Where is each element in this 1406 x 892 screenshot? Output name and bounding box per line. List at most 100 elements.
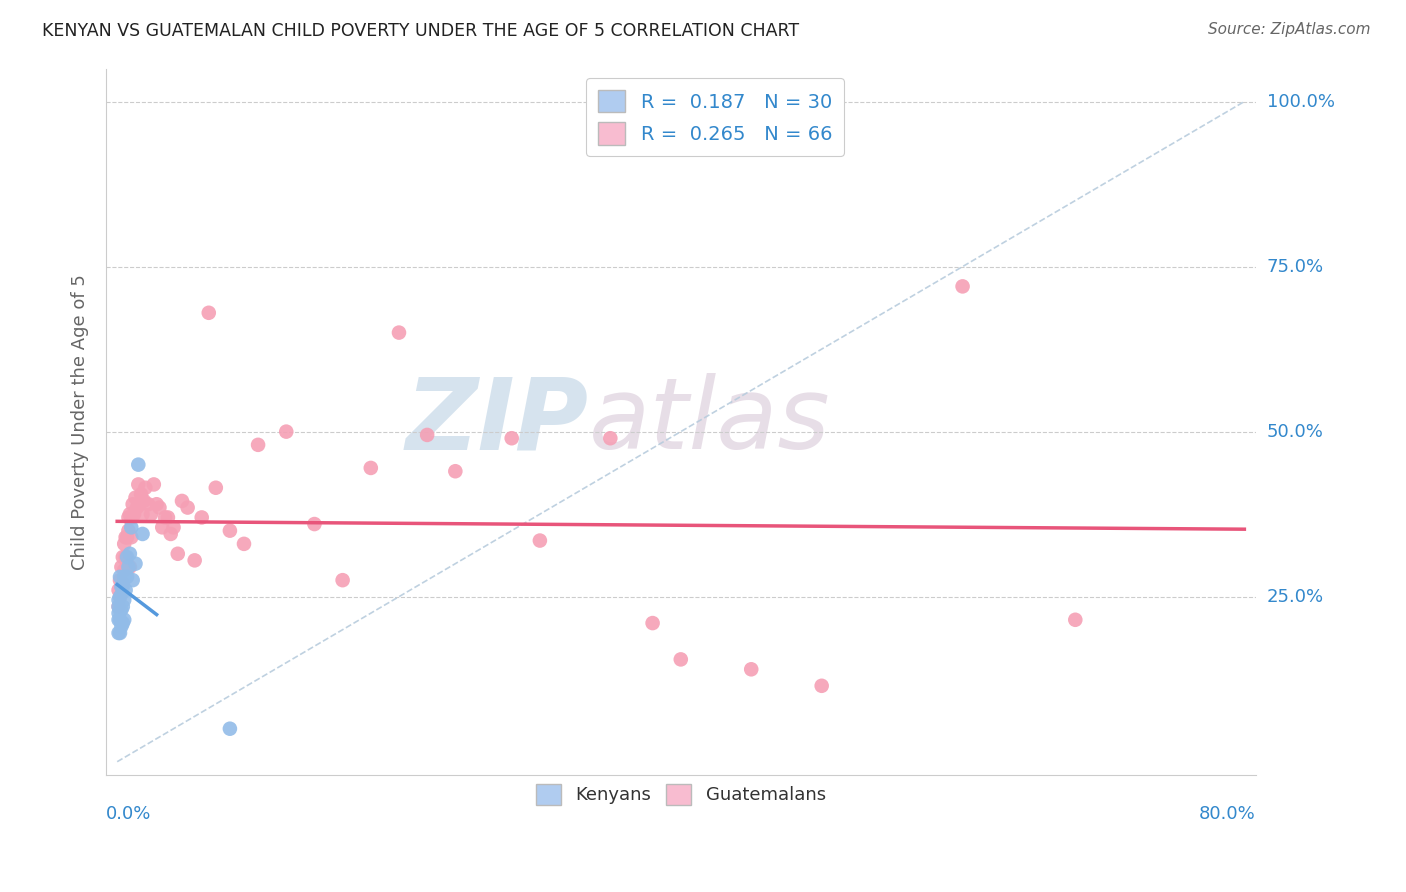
Point xyxy=(112,593,135,607)
Text: 75.0%: 75.0% xyxy=(1267,258,1324,276)
Point xyxy=(131,507,153,521)
Point xyxy=(107,626,129,640)
Point xyxy=(111,616,134,631)
Point xyxy=(360,461,382,475)
Point xyxy=(219,722,242,736)
Point xyxy=(276,425,298,439)
Point xyxy=(108,573,131,587)
Point xyxy=(118,560,141,574)
Point xyxy=(599,431,621,445)
Text: 100.0%: 100.0% xyxy=(1267,93,1334,111)
Point xyxy=(134,481,156,495)
Point xyxy=(114,550,136,565)
Point xyxy=(124,491,146,505)
Text: 80.0%: 80.0% xyxy=(1199,805,1256,823)
Point xyxy=(118,507,141,521)
Point xyxy=(107,599,129,614)
Point xyxy=(110,580,132,594)
Point xyxy=(120,510,142,524)
Point xyxy=(114,583,136,598)
Point xyxy=(233,537,256,551)
Point xyxy=(115,530,138,544)
Point xyxy=(142,477,165,491)
Point xyxy=(529,533,551,548)
Point xyxy=(117,560,139,574)
Text: Source: ZipAtlas.com: Source: ZipAtlas.com xyxy=(1208,22,1371,37)
Point xyxy=(136,497,159,511)
Point xyxy=(170,494,193,508)
Point xyxy=(111,576,134,591)
Point xyxy=(127,458,149,472)
Point xyxy=(150,520,173,534)
Point xyxy=(120,520,142,534)
Point xyxy=(107,613,129,627)
Point xyxy=(669,652,692,666)
Point xyxy=(128,497,150,511)
Point xyxy=(162,520,184,534)
Point xyxy=(197,306,219,320)
Point xyxy=(110,603,132,617)
Point xyxy=(112,537,135,551)
Point xyxy=(204,481,226,495)
Point xyxy=(176,500,198,515)
Point xyxy=(131,527,153,541)
Text: KENYAN VS GUATEMALAN CHILD POVERTY UNDER THE AGE OF 5 CORRELATION CHART: KENYAN VS GUATEMALAN CHILD POVERTY UNDER… xyxy=(42,22,799,40)
Point xyxy=(117,524,139,538)
Point xyxy=(107,606,129,620)
Point xyxy=(108,603,131,617)
Point xyxy=(112,570,135,584)
Point xyxy=(110,619,132,633)
Text: 25.0%: 25.0% xyxy=(1267,588,1324,606)
Point xyxy=(108,590,131,604)
Point xyxy=(110,560,132,574)
Point xyxy=(129,487,152,501)
Point xyxy=(740,662,762,676)
Point xyxy=(107,593,129,607)
Point xyxy=(190,510,212,524)
Point xyxy=(111,599,134,614)
Point xyxy=(115,570,138,584)
Point xyxy=(121,497,143,511)
Point xyxy=(108,590,131,604)
Point xyxy=(304,517,326,532)
Legend: Kenyans, Guatemalans: Kenyans, Guatemalans xyxy=(529,777,832,812)
Point xyxy=(166,547,188,561)
Point xyxy=(114,530,136,544)
Point xyxy=(952,279,974,293)
Point xyxy=(122,507,145,521)
Point xyxy=(124,557,146,571)
Point xyxy=(148,500,170,515)
Point xyxy=(139,507,162,521)
Text: 0.0%: 0.0% xyxy=(105,805,152,823)
Point xyxy=(107,599,129,614)
Point xyxy=(388,326,411,340)
Point xyxy=(416,428,439,442)
Point xyxy=(156,510,179,524)
Point xyxy=(118,547,141,561)
Point xyxy=(219,524,242,538)
Point xyxy=(153,510,176,524)
Y-axis label: Child Poverty Under the Age of 5: Child Poverty Under the Age of 5 xyxy=(72,274,89,570)
Point xyxy=(810,679,832,693)
Point xyxy=(132,494,155,508)
Text: atlas: atlas xyxy=(589,373,831,470)
Point xyxy=(332,573,354,587)
Point xyxy=(247,438,270,452)
Point xyxy=(125,500,148,515)
Point xyxy=(112,613,135,627)
Point xyxy=(107,583,129,598)
Point xyxy=(127,477,149,491)
Point xyxy=(110,580,132,594)
Point xyxy=(108,613,131,627)
Point xyxy=(1064,613,1087,627)
Text: ZIP: ZIP xyxy=(406,373,589,470)
Point xyxy=(501,431,523,445)
Point xyxy=(108,626,131,640)
Point xyxy=(108,570,131,584)
Point xyxy=(145,497,167,511)
Point xyxy=(183,553,205,567)
Point xyxy=(115,557,138,571)
Point xyxy=(159,527,181,541)
Point xyxy=(115,550,138,565)
Point xyxy=(111,550,134,565)
